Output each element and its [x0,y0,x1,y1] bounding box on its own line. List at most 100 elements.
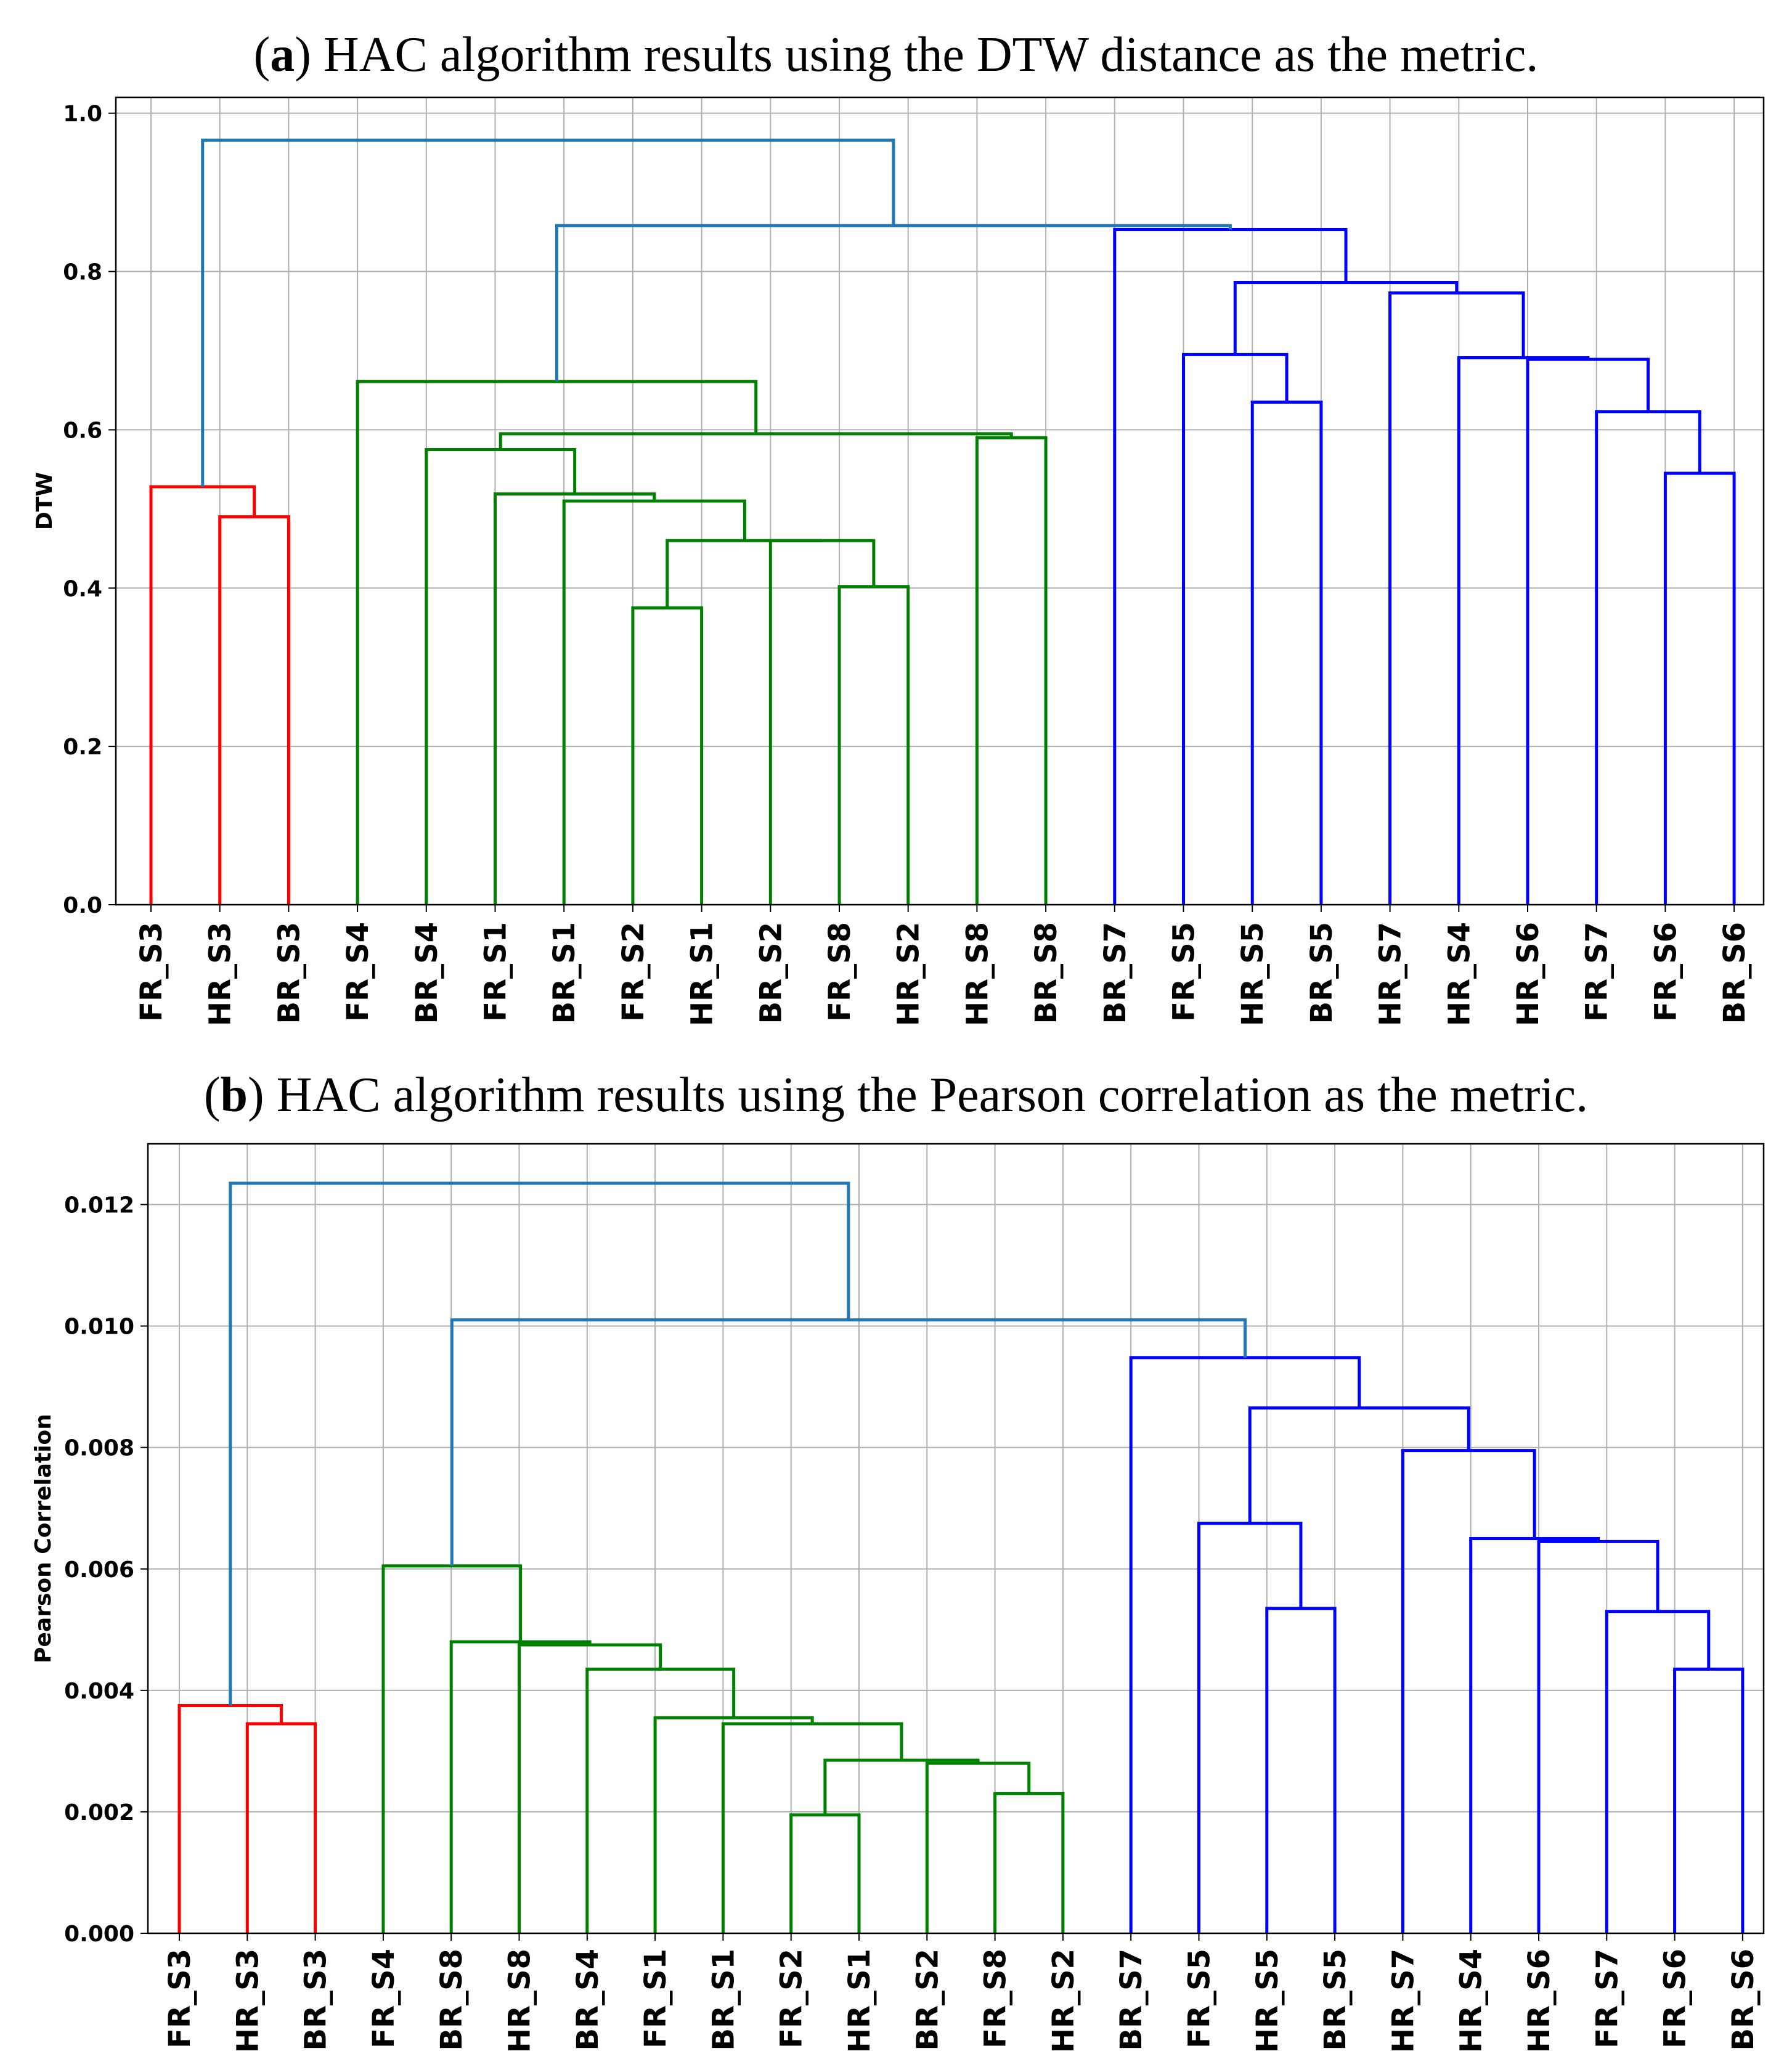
panel-b-leaf-label: HR_S3 [230,1949,265,2051]
panel-a-leaf-label: BR_S6 [1717,922,1752,1024]
panel-b-ytick-label: 0.012 [64,1193,134,1218]
panel-a-link-4 [768,539,876,905]
panel-a-ytick-label: 0.2 [63,735,102,760]
panel-b-ylabel: Pearson Correlation [31,1414,56,1663]
panel-b-leaf-label: HR_S4 [1454,1949,1489,2051]
panel-b-link-6 [721,1722,903,1933]
panel-b-link-8 [585,1667,736,1933]
panel-a-link-10 [499,432,1013,450]
panel-a-leaf-label: HR_S6 [1511,922,1546,1026]
panel-a-ytick-label: 0.0 [63,893,102,918]
panel-a-leaf-label: HR_S3 [203,922,238,1026]
panel-b-link-19 [1248,1406,1470,1523]
panel-a-leaf-label: BR_S7 [1098,922,1133,1024]
panel-b-leaf-label: FR_S7 [1590,1949,1624,2049]
panel-b-leaf-label: HR_S1 [842,1949,877,2051]
panel-a-leaf-label: FR_S3 [134,922,169,1022]
panel-b-link-1 [177,1703,283,1933]
panel-b-leaf-label: HR_S2 [1046,1949,1081,2051]
panel-a-leaf-label: HR_S4 [1442,922,1476,1026]
panel-a-link-12 [1250,400,1323,905]
panel-b-leaf-label: FR_S6 [1658,1949,1693,2049]
panel-a-link-17 [1457,356,1590,905]
panel-b-axes-frame [147,1143,1765,1935]
panel-b-link-18 [1401,1449,1536,1933]
panel-a-link-8 [425,448,577,905]
panel-b-ytick-label: 0.004 [64,1679,134,1704]
panel-a-link-14 [1663,471,1736,905]
panel-a-leaf-label: HR_S8 [960,922,995,1026]
panel-a-leaf-label: BR_S2 [754,922,788,1024]
panel-b-link-2 [789,1813,861,1933]
panel-a-leaf-label: BR_S8 [1029,922,1064,1024]
panel-b-leaf-label: BR_S4 [571,1949,605,2051]
panel-a-ytick-label: 0.6 [63,418,102,443]
panel-b-title: (b) HAC algorithm results using the Pear… [203,1068,1589,1122]
panel-b-leaf-label: HR_S5 [1250,1949,1285,2051]
panel-b-leaf-label: FR_S3 [163,1949,197,2049]
panel-a-leaf-label: HR_S7 [1374,922,1408,1026]
panel-b-ytick-label: 0.002 [64,1800,134,1825]
panel-b-leaf-label: BR_S1 [706,1949,741,2051]
panel-a-leaf-label: FR_S4 [341,922,375,1022]
panel-a-link-18 [1388,291,1525,905]
panel-b-link-16 [1537,1539,1660,1933]
panel-a-leaf-label: HR_S1 [685,922,720,1026]
panel-b-leaf-label: FR_S1 [638,1949,673,2049]
panel-a-leaf-label: BR_S3 [272,922,306,1024]
panel-b-leaf-label: BR_S5 [1318,1949,1353,2051]
panel-a-letter: a [270,28,295,82]
panel-b-link-13 [1197,1522,1303,1933]
panel-b-leaf-label: HR_S7 [1386,1949,1420,2051]
panel-a-link-6 [562,499,746,905]
panel-a-link-20 [1113,227,1348,905]
panel-a-leaf-label: BR_S4 [410,922,444,1024]
panel-b-link-12 [1265,1607,1337,1933]
panel-a-leaf-label: BR_S1 [547,922,582,1024]
panel-b-ytick-label: 0.010 [64,1315,134,1340]
panel-a-ytick-label: 0.4 [63,576,102,601]
panel-b-leaf-label: BR_S6 [1726,1949,1761,2051]
panel-b-link-22 [229,1181,850,1706]
panel-b-leaf-label: BR_S8 [434,1949,469,2051]
panel-b-ytick-label: 0.008 [64,1436,134,1461]
panel-a-link-0 [218,515,290,905]
panel-a-title-text: HAC algorithm results using the DTW dist… [323,28,1539,82]
panel-b-leaf-label: FR_S5 [1183,1949,1217,2049]
panel-b-leaf-label: FR_S2 [775,1949,809,2049]
panel-b-link-5 [823,1758,980,1815]
panel-b-link-15 [1605,1610,1711,1933]
panel-b-link-10 [449,1640,592,1933]
panel-a-leaf-label: FR_S6 [1648,922,1683,1022]
panel-b-link-17 [1469,1537,1600,1933]
panel-a-link-7 [494,492,656,905]
panel-a-link-9 [975,436,1048,905]
panel-a-leaf-label: FR_S5 [1167,922,1202,1022]
panel-a-link-13 [1182,353,1289,905]
panel-a-leaf-label: FR_S2 [616,922,651,1022]
panel-b-letter: b [220,1068,248,1122]
panel-a-leaf-label: BR_S5 [1305,922,1339,1024]
panel-a-ytick-label: 0.8 [63,260,102,285]
panel-b-leaf-label: BR_S7 [1114,1949,1149,2051]
panel-a-axes-frame [115,96,1765,906]
panel-b-title-text: HAC algorithm results using the Pearson … [276,1068,1589,1122]
panel-a-link-22 [201,138,895,487]
panel-a-title: (a) HAC algorithm results using the DTW … [253,28,1539,82]
panel-b-leaf-label: BR_S3 [299,1949,333,2051]
panel-b-leaf-label: FR_S4 [367,1949,401,2049]
panel-b-leaf-label: HR_S8 [503,1949,537,2051]
panel-b-link-14 [1673,1667,1745,1933]
panel-a-link-21 [555,224,1232,382]
panel-b-link-21 [450,1318,1247,1566]
panel-b-leaf-label: HR_S6 [1522,1949,1557,2051]
panel-a-leaf-label: HR_S2 [892,922,926,1026]
panel-a-leaf-label: HR_S5 [1236,922,1270,1026]
panel-a-leaf-label: FR_S1 [479,922,513,1022]
panel-b-ytick-label: 0.006 [64,1557,134,1583]
panel-b-link-9 [518,1643,662,1933]
panel-b-ytick-label: 0.000 [64,1922,134,1947]
panel-b-link-4 [925,1761,1031,1933]
panel-a-leaf-label: FR_S8 [823,922,857,1022]
